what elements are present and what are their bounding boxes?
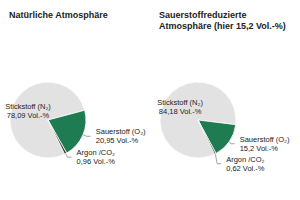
svg-text:Sauerstoff (O₂): Sauerstoff (O₂)	[96, 127, 146, 136]
svg-text:Natürliche Atmosphäre: Natürliche Atmosphäre	[9, 10, 108, 20]
svg-text:Stickstoff (N₂): Stickstoff (N₂)	[5, 102, 51, 111]
svg-text:Sauerstoffreduzierte: Sauerstoffreduzierte	[159, 10, 249, 20]
svg-text:Atmosphäre (hier 15,2 Vol.-%): Atmosphäre (hier 15,2 Vol.-%)	[159, 21, 286, 31]
svg-text:Stickstoff (N₂): Stickstoff (N₂)	[157, 98, 203, 107]
svg-text:84,18 Vol.-%: 84,18 Vol.-%	[159, 107, 202, 116]
svg-text:Argon /CO₂: Argon /CO₂	[77, 148, 115, 157]
svg-text:0,96 Vol.-%: 0,96 Vol.-%	[77, 157, 116, 166]
svg-text:20,95 Vol.-%: 20,95 Vol.-%	[96, 136, 139, 145]
svg-text:Sauerstoff (O₂): Sauerstoff (O₂)	[240, 135, 290, 144]
svg-text:15,2 Vol.-%: 15,2 Vol.-%	[240, 144, 279, 153]
svg-text:0,62 Vol.-%: 0,62 Vol.-%	[226, 164, 265, 173]
svg-text:78,09 Vol.-%: 78,09 Vol.-%	[7, 111, 50, 120]
svg-text:Argon /CO₂: Argon /CO₂	[226, 155, 264, 164]
